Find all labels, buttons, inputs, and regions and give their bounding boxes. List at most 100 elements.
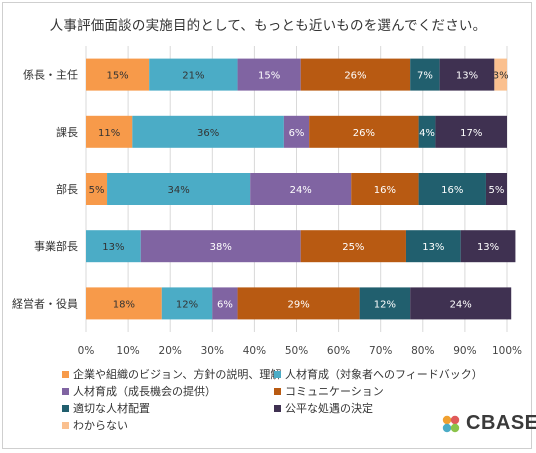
bar-segment [460, 230, 516, 263]
data-label: 6% [289, 128, 305, 139]
bar-segment [149, 58, 238, 91]
data-label: 18% [113, 299, 135, 310]
bar-segment [86, 58, 150, 91]
bar-segment [410, 58, 440, 91]
data-label: 16% [374, 185, 396, 196]
data-label: 36% [197, 128, 219, 139]
data-label: 38% [210, 242, 232, 253]
legend-item: コミュニケーション [274, 383, 384, 399]
x-tick-label: 30% [201, 345, 224, 357]
bar-segment [237, 58, 301, 91]
x-tick-label: 70% [369, 345, 392, 357]
data-label: 17% [460, 128, 482, 139]
data-label: 34% [168, 185, 190, 196]
x-tick-label: 0% [78, 345, 95, 357]
bar-segment [86, 173, 108, 205]
x-tick-label: 40% [243, 345, 266, 357]
bar-segment [405, 230, 461, 263]
data-label: 5% [489, 185, 505, 196]
data-label: 6% [217, 299, 233, 310]
x-tick-label: 20% [159, 345, 182, 357]
legend-item: 公平な処遇の決定 [274, 400, 373, 416]
data-label: 26% [353, 128, 375, 139]
bar-segment [212, 287, 238, 320]
legend-item: 人材育成（成長機会の提供） [62, 383, 216, 399]
data-label: 4% [419, 128, 435, 139]
bar-segment [410, 287, 512, 320]
bar-segment [86, 230, 141, 263]
legend-swatch [274, 370, 281, 378]
x-tick-label: 10% [116, 345, 139, 357]
bar-segment [250, 173, 352, 205]
category-label: 部長 [56, 182, 78, 196]
bar-segment [283, 115, 310, 148]
bar-segment [485, 173, 507, 205]
legend-label: コミュニケーション [285, 385, 384, 398]
data-label: 5% [89, 185, 105, 196]
bar-segment [309, 115, 419, 148]
data-label: 13% [456, 71, 478, 82]
data-label: 13% [477, 242, 499, 253]
bar-segment [140, 230, 301, 263]
data-label: 15% [106, 71, 128, 82]
data-label: 11% [98, 128, 120, 139]
legend-swatch [274, 404, 281, 412]
bar-segment [132, 115, 284, 148]
category-label: 事業部長 [34, 239, 78, 253]
bar-segment [418, 173, 486, 205]
data-label: 29% [287, 299, 309, 310]
data-label: 24% [290, 185, 312, 196]
bar-segment [107, 173, 251, 205]
legend-label: 適切な人材配置 [73, 402, 150, 415]
data-label: 13% [102, 242, 124, 253]
bar-segment [237, 287, 360, 320]
bar-segment [300, 230, 406, 263]
data-label: 3% [493, 71, 509, 82]
data-label: 16% [441, 185, 463, 196]
x-tick-label: 50% [285, 345, 308, 357]
data-label: 26% [344, 71, 366, 82]
x-tick-label: 100% [492, 345, 522, 357]
bar-segment [86, 287, 162, 320]
legend-item: 企業や組織のビジョン、方針の説明、理解 [62, 366, 281, 382]
cbase-logo: CBASE [440, 412, 536, 435]
data-label: 7% [417, 71, 433, 82]
legend-label: 人材育成（対象者へのフィードバック） [285, 368, 483, 381]
chart-title: 人事評価面談の実施目的として、もっとも近いものを選んでください。 [49, 18, 487, 34]
legend-label: 公平な処遇の決定 [285, 402, 373, 415]
cbase-logo-text: CBASE [466, 412, 536, 434]
data-label: 12% [374, 299, 396, 310]
data-label: 24% [450, 299, 472, 310]
legend-swatch [62, 404, 69, 412]
legend-swatch [274, 387, 281, 395]
x-tick-label: 60% [327, 345, 350, 357]
legend-label: 企業や組織のビジョン、方針の説明、理解 [73, 368, 282, 381]
x-tick-label: 90% [453, 345, 476, 357]
legend-label: わからない [73, 419, 128, 432]
bar-segment [300, 58, 411, 91]
legend-item: 適切な人材配置 [62, 400, 150, 416]
bar-segment [435, 115, 507, 148]
category-label: 係長・主任 [23, 69, 78, 82]
bar-segment [494, 58, 507, 91]
legend-swatch [62, 387, 69, 395]
data-label: 13% [422, 242, 444, 253]
category-label: 課長 [56, 125, 78, 139]
legend-item: 人材育成（対象者へのフィードバック） [274, 366, 483, 382]
bar-segment [86, 115, 133, 148]
category-label: 経営者・役員 [12, 296, 78, 310]
bar-segment [161, 287, 213, 320]
data-label: 12% [176, 299, 198, 310]
legend-swatch [62, 421, 69, 429]
x-tick-label: 80% [411, 345, 434, 357]
data-label: 21% [182, 71, 204, 82]
data-label: 15% [258, 71, 280, 82]
data-label: 25% [342, 242, 364, 253]
bar-segment [359, 287, 411, 320]
cbase-logo-icon [442, 415, 460, 432]
bar-segment [439, 58, 495, 91]
bar-segment [351, 173, 419, 205]
legend-item: わからない [62, 417, 128, 433]
legend-swatch [62, 370, 69, 378]
